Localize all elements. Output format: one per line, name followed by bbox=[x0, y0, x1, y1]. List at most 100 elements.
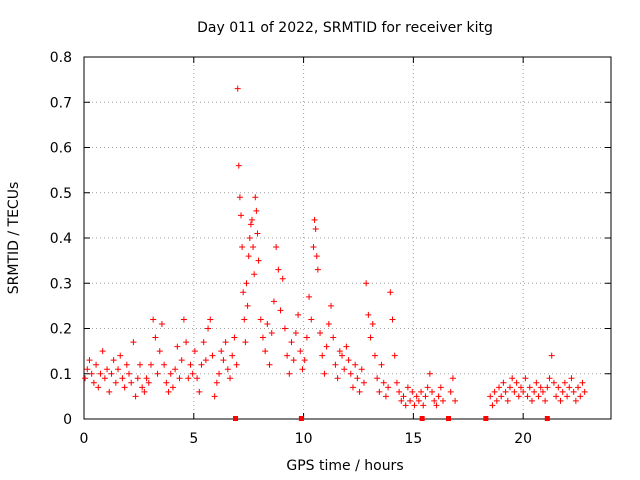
data-point bbox=[139, 384, 146, 391]
data-point bbox=[176, 375, 183, 382]
data-point bbox=[325, 320, 332, 327]
data-point bbox=[110, 357, 117, 364]
gap-marker bbox=[298, 416, 304, 421]
data-point bbox=[317, 330, 324, 337]
data-point bbox=[252, 194, 259, 201]
data-point bbox=[299, 366, 306, 373]
data-point bbox=[566, 384, 573, 391]
data-point bbox=[577, 393, 584, 400]
data-point bbox=[268, 330, 275, 337]
data-point bbox=[88, 370, 95, 377]
gap-marker bbox=[544, 416, 550, 421]
data-point bbox=[513, 379, 520, 386]
data-point bbox=[308, 316, 315, 323]
y-tick-label: 0.8 bbox=[50, 50, 72, 66]
data-point bbox=[431, 397, 438, 404]
data-point bbox=[286, 370, 293, 377]
data-point bbox=[152, 334, 159, 341]
data-point bbox=[281, 325, 288, 332]
data-point bbox=[222, 339, 229, 346]
data-point bbox=[374, 375, 381, 382]
data-point bbox=[330, 334, 337, 341]
data-point bbox=[506, 384, 513, 391]
data-point bbox=[198, 361, 205, 368]
data-point bbox=[349, 384, 356, 391]
data-point bbox=[240, 289, 247, 296]
data-point bbox=[570, 388, 577, 395]
data-point bbox=[542, 397, 549, 404]
data-point bbox=[117, 352, 124, 359]
data-point bbox=[130, 339, 137, 346]
data-point bbox=[345, 357, 352, 364]
data-point bbox=[238, 212, 245, 219]
data-point bbox=[218, 348, 225, 355]
data-point bbox=[275, 266, 282, 273]
data-point bbox=[354, 375, 361, 382]
data-point bbox=[163, 379, 170, 386]
y-axis-label: SRMTID / TECUs bbox=[6, 182, 22, 295]
data-point bbox=[194, 375, 201, 382]
data-point bbox=[169, 384, 176, 391]
y-tick-label: 0.1 bbox=[50, 367, 72, 383]
data-point bbox=[216, 370, 223, 377]
data-point bbox=[156, 348, 163, 355]
data-point bbox=[426, 370, 433, 377]
data-point bbox=[500, 379, 507, 386]
data-point bbox=[213, 379, 220, 386]
data-point bbox=[205, 325, 212, 332]
data-point bbox=[255, 257, 262, 264]
data-point bbox=[310, 244, 317, 251]
data-point bbox=[279, 275, 286, 282]
data-point bbox=[515, 393, 522, 400]
data-point bbox=[360, 379, 367, 386]
data-point bbox=[84, 366, 91, 373]
data-point bbox=[314, 266, 321, 273]
data-point bbox=[295, 311, 302, 318]
data-point bbox=[273, 244, 280, 251]
data-point bbox=[537, 384, 544, 391]
data-point bbox=[236, 194, 243, 201]
data-point bbox=[303, 334, 310, 341]
data-point bbox=[363, 280, 370, 287]
gap-marker bbox=[483, 416, 489, 421]
data-point bbox=[112, 379, 119, 386]
data-point bbox=[391, 352, 398, 359]
y-tick-label: 0 bbox=[63, 412, 72, 428]
data-point bbox=[270, 298, 277, 305]
data-point bbox=[145, 379, 152, 386]
data-point bbox=[235, 162, 242, 169]
data-point bbox=[183, 339, 190, 346]
data-point bbox=[136, 361, 143, 368]
data-point bbox=[579, 379, 586, 386]
data-point bbox=[493, 397, 500, 404]
data-point bbox=[452, 397, 459, 404]
data-point bbox=[288, 339, 295, 346]
data-point bbox=[524, 393, 531, 400]
data-point bbox=[234, 85, 241, 92]
data-point bbox=[334, 375, 341, 382]
data-point bbox=[491, 388, 498, 395]
data-point bbox=[380, 379, 387, 386]
data-point bbox=[248, 216, 255, 223]
data-point bbox=[365, 311, 372, 318]
data-point bbox=[246, 235, 253, 241]
data-point bbox=[535, 393, 542, 400]
data-point bbox=[339, 352, 346, 359]
data-point bbox=[433, 402, 440, 409]
data-point bbox=[132, 393, 139, 400]
data-point bbox=[402, 402, 409, 409]
data-point bbox=[253, 207, 260, 214]
data-point bbox=[301, 357, 308, 364]
data-point bbox=[126, 370, 133, 377]
data-point bbox=[90, 379, 97, 386]
data-point bbox=[128, 379, 135, 386]
x-tick-label: 5 bbox=[189, 431, 198, 447]
gap-marker bbox=[233, 416, 239, 421]
data-point bbox=[347, 370, 354, 377]
grid-lines bbox=[84, 57, 611, 419]
data-point bbox=[134, 375, 141, 382]
data-point bbox=[343, 343, 350, 350]
gap-markers bbox=[233, 416, 550, 421]
data-point bbox=[502, 388, 509, 395]
data-point bbox=[211, 393, 218, 400]
